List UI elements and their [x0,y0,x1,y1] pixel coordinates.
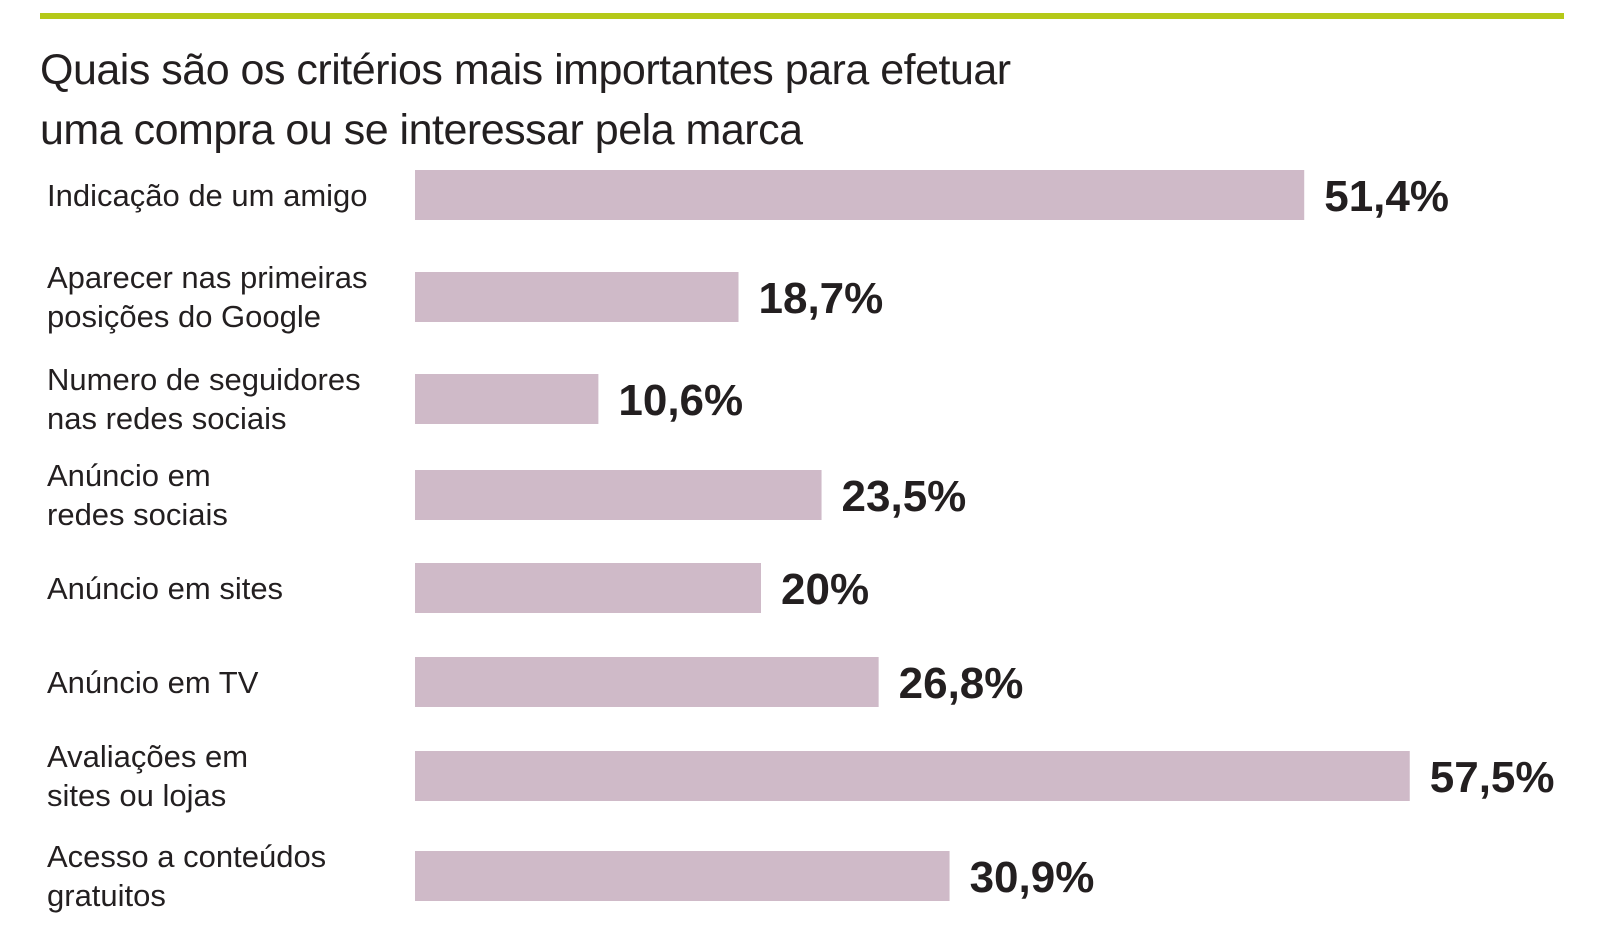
chart-title-line-1: Quais são os critérios mais importantes … [40,46,1011,94]
category-label-7: Avaliações em sites ou lojas [47,739,248,813]
bar-7 [415,751,1410,801]
value-label-3: 10,6% [618,376,743,425]
category-label-8: Acesso a conteúdos gratuitos [47,839,326,913]
chart-title: Quais são os critérios mais importantes … [40,40,1240,160]
category-label-5: Anúncio em sites [47,571,283,606]
category-label-8-line-1: Acesso a conteúdos [47,839,326,874]
category-label-4: Anúncio em redes sociais [47,458,228,532]
value-label-8: 30,9% [970,853,1095,902]
category-label-7-line-1: Avaliações em [47,739,248,774]
category-label-4-line-1: Anúncio em [47,458,211,493]
category-label-2-line-1: Aparecer nas primeiras [47,260,367,295]
bar-6 [415,657,879,707]
category-label-3-line-1: Numero de seguidores [47,362,361,397]
category-label-5-line-1: Anúncio em sites [47,571,283,606]
category-label-1-line-1: Indicação de um amigo [47,178,368,213]
value-label-6: 26,8% [899,659,1024,708]
top-accent-rule [40,13,1564,19]
bar-3 [415,374,599,424]
bar-1 [415,170,1305,220]
category-label-3-line-2: nas redes sociais [47,401,287,436]
bar-2 [415,272,739,322]
category-label-8-line-2: gratuitos [47,878,166,913]
value-label-5: 20% [781,565,869,614]
value-label-7: 57,5% [1430,753,1555,802]
value-label-4: 23,5% [842,472,967,521]
bar-4 [415,470,822,520]
category-label-7-line-2: sites ou lojas [47,778,226,813]
value-label-1: 51,4% [1324,172,1449,221]
category-label-3: Numero de seguidores nas redes sociais [47,362,361,436]
chart-title-line-2: uma compra ou se interessar pela marca [40,106,803,154]
category-label-6: Anúncio em TV [47,665,259,700]
bar-8 [415,851,950,901]
category-label-1: Indicação de um amigo [47,178,368,213]
category-label-2: Aparecer nas primeiras posições do Google [47,260,367,334]
category-label-4-line-2: redes sociais [47,497,228,532]
value-label-2: 18,7% [759,274,884,323]
category-label-2-line-2: posições do Google [47,299,321,334]
bar-5 [415,563,761,613]
category-label-6-line-1: Anúncio em TV [47,665,259,700]
